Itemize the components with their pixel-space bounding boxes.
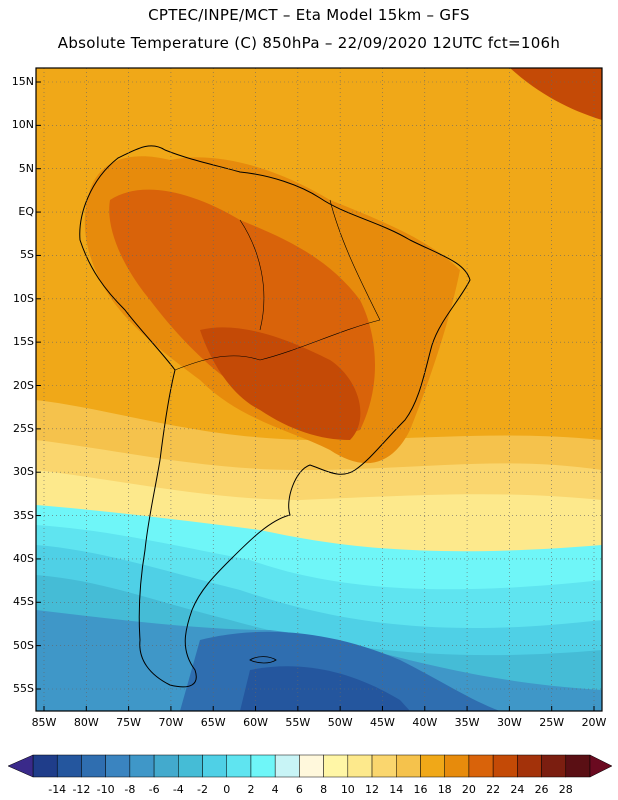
- colorbar-label: -8: [124, 783, 136, 796]
- colorbar-swatch: [492, 754, 518, 778]
- colorbar-swatch: [81, 754, 106, 778]
- lon-label: 80W: [73, 716, 99, 729]
- lon-label: 25W: [539, 716, 565, 729]
- colorbar-swatch: [468, 754, 494, 778]
- south-america-outline: [79, 145, 471, 688]
- colorbar-swatch: [420, 754, 445, 778]
- lat-label: 40S: [13, 551, 34, 565]
- colorbar-label: 14: [389, 783, 404, 796]
- lon-label: 35W: [454, 716, 480, 729]
- axis-ticks: [36, 81, 595, 711]
- lat-label: 30S: [13, 465, 34, 479]
- colorbar-label: 26: [534, 783, 549, 796]
- colorbar-label: -10: [96, 783, 115, 796]
- colorbar-swatch: [153, 754, 179, 778]
- lon-label: 65W: [200, 716, 226, 729]
- colorbar-label: -4: [172, 783, 184, 796]
- lon-label: 55W: [285, 716, 311, 729]
- lat-label: 45S: [13, 595, 34, 609]
- colorbar-label: 2: [247, 783, 255, 796]
- lon-label: 60W: [243, 716, 268, 729]
- colorbar: [7, 754, 613, 778]
- lat-label: 5N: [18, 161, 34, 175]
- colorbar-swatch: [202, 754, 227, 778]
- colorbar-label: -12: [72, 783, 91, 796]
- colorbar-label: -14: [48, 783, 67, 796]
- lat-label: 5S: [20, 248, 34, 262]
- lat-label: 50S: [13, 638, 34, 652]
- lon-label: 20W: [581, 716, 607, 729]
- colorbar-swatch: [274, 754, 300, 778]
- colorbar-swatch: [517, 754, 542, 778]
- lat-label: 25S: [13, 421, 34, 435]
- lat-label: 20S: [13, 378, 34, 392]
- colorbar-label: -2: [197, 783, 208, 796]
- falkland-islands: [249, 656, 277, 664]
- colorbar-label: 6: [295, 783, 303, 796]
- lat-label: 15N: [11, 75, 34, 88]
- lon-label: 30W: [496, 716, 522, 729]
- colorbar-under-arrow: [7, 754, 34, 778]
- colorbar-swatch: [32, 754, 58, 778]
- colorbar-label: 10: [340, 783, 355, 796]
- lat-label: 55S: [13, 682, 34, 695]
- colorbar-swatch: [105, 754, 131, 778]
- temperature-field: [36, 68, 602, 711]
- colorbar-swatch: [299, 754, 324, 778]
- colorbar-label: 8: [320, 783, 328, 796]
- lon-label: 50W: [327, 716, 353, 729]
- lon-label: 45W: [370, 716, 395, 729]
- colorbar-swatch: [371, 754, 397, 778]
- title-line-1: CPTEC/INPE/MCT – Eta Model 15km – GFS: [148, 6, 470, 24]
- colorbar-label: 16: [413, 783, 428, 796]
- colorbar-label: 12: [365, 783, 380, 796]
- lon-label: 40W: [412, 716, 438, 729]
- colorbar-label: 24: [510, 783, 525, 796]
- colorbar-swatch: [444, 754, 470, 778]
- colorbar-label: 18: [437, 783, 452, 796]
- lon-label: 75W: [116, 716, 142, 729]
- band-m12: [240, 666, 410, 711]
- lat-label: 10S: [13, 291, 34, 305]
- lat-label: 10N: [11, 118, 34, 132]
- colorbar-label: 22: [486, 783, 501, 796]
- colorbar-swatch: [226, 754, 252, 778]
- lon-label: 70W: [158, 716, 184, 729]
- colorbar-label: 20: [461, 783, 476, 796]
- colorbar-label: 0: [223, 783, 231, 796]
- ne-hot-spot: [510, 68, 602, 120]
- lat-label: EQ: [18, 205, 34, 219]
- lon-label: 85W: [31, 716, 57, 729]
- colorbar-label: 28: [558, 783, 573, 796]
- colorbar-swatch: [323, 754, 349, 778]
- country-borders: [174, 199, 381, 371]
- colorbar-swatch: [396, 754, 421, 778]
- colorbar-swatch: [178, 754, 203, 778]
- colorbar-swatch: [565, 754, 591, 778]
- colorbar-swatch: [347, 754, 373, 778]
- lat-label: 35S: [13, 508, 34, 522]
- colorbar-label: -6: [148, 783, 160, 796]
- hottest-core: [200, 327, 361, 440]
- colorbar-swatch: [56, 754, 82, 778]
- map-frame: [35, 67, 603, 712]
- colorbar-swatch: [541, 754, 567, 778]
- colorbar-swatch: [250, 754, 276, 778]
- colorbar-label: 4: [271, 783, 279, 796]
- title-line-2: Absolute Temperature (C) 850hPa – 22/09/…: [57, 34, 561, 52]
- colorbar-swatch: [129, 754, 155, 778]
- colorbar-over-arrow: [589, 754, 613, 778]
- lat-label: 15S: [13, 335, 34, 349]
